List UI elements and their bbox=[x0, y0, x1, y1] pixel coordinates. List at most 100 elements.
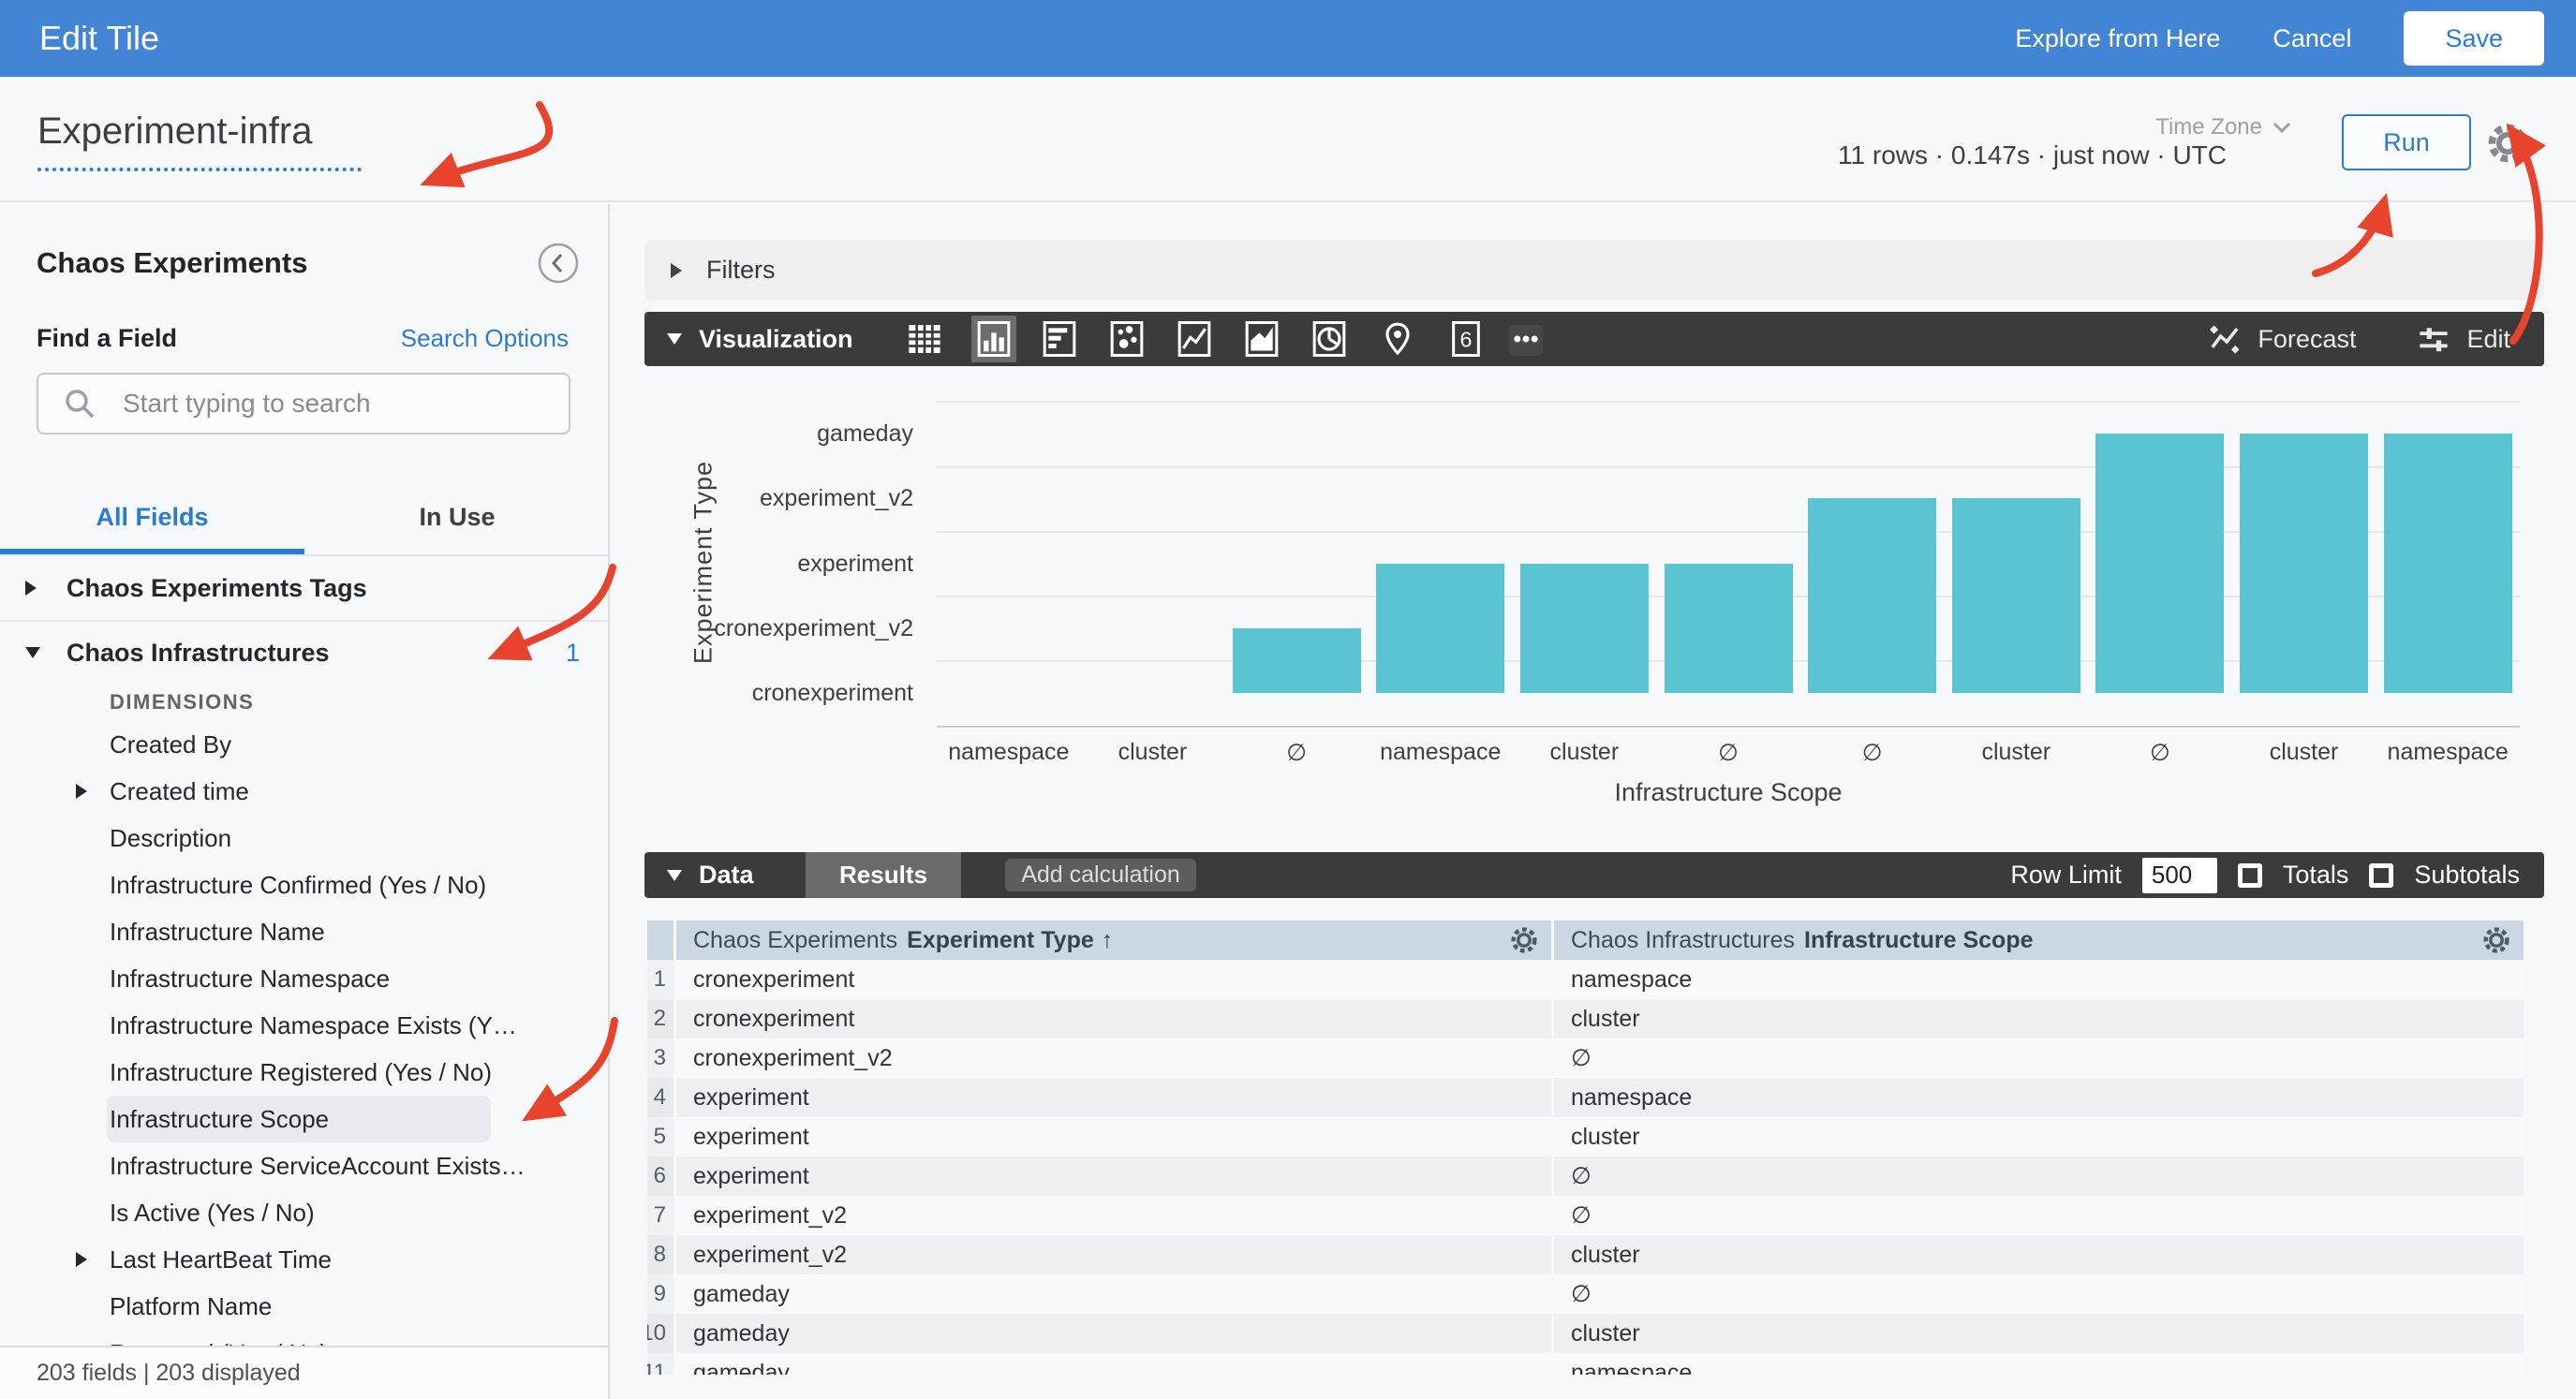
field-infrastructure-confirmed-yes-no[interactable]: Infrastructure Confirmed (Yes / No) bbox=[0, 861, 608, 908]
gear-icon[interactable] bbox=[1508, 924, 1540, 956]
edit-viz-button[interactable]: Edit bbox=[2416, 321, 2510, 357]
visualization-toggle[interactable]: Visualization bbox=[667, 312, 853, 366]
field-infrastructure-namespace[interactable]: Infrastructure Namespace bbox=[0, 955, 608, 1002]
data-toggle[interactable]: Data bbox=[667, 852, 754, 898]
bar[interactable] bbox=[1951, 498, 2080, 693]
cell-experiment-type[interactable]: experiment_v2 bbox=[676, 1235, 1551, 1274]
field-picker-sidebar: Chaos Experiments Find a Field Search Op… bbox=[0, 204, 610, 1399]
search-input[interactable] bbox=[121, 388, 524, 420]
row-limit-input[interactable] bbox=[2141, 857, 2217, 893]
bar[interactable] bbox=[1519, 563, 1649, 693]
column-chart-icon[interactable] bbox=[971, 316, 1016, 362]
row-number: 7 bbox=[647, 1196, 674, 1235]
bar[interactable] bbox=[1232, 627, 1361, 693]
line-chart-icon[interactable] bbox=[1172, 316, 1217, 362]
field-label: Created time bbox=[110, 776, 249, 805]
expand-right-icon[interactable] bbox=[25, 581, 37, 596]
cell-infrastructure-scope[interactable]: ∅ bbox=[1554, 1156, 2524, 1196]
results-tab[interactable]: Results bbox=[806, 852, 961, 898]
collapse-down-icon[interactable] bbox=[25, 647, 40, 658]
gear-icon[interactable] bbox=[2484, 120, 2531, 167]
forecast-button[interactable]: Forecast bbox=[2207, 321, 2356, 357]
field-infrastructure-serviceaccount-exists[interactable]: Infrastructure ServiceAccount Exists… bbox=[0, 1142, 608, 1189]
table-row: 9 gameday ∅ bbox=[647, 1274, 2524, 1314]
field-infrastructure-namespace-exists-y[interactable]: Infrastructure Namespace Exists (Y… bbox=[0, 1002, 608, 1049]
expand-right-icon[interactable] bbox=[76, 1252, 87, 1267]
field-chaos-experiments-tags[interactable]: Chaos Experiments Tags bbox=[0, 556, 608, 620]
map-chart-icon[interactable] bbox=[1375, 316, 1420, 362]
bar-chart-icon[interactable] bbox=[1037, 316, 1082, 362]
table-chart-icon[interactable] bbox=[902, 316, 947, 362]
cell-infrastructure-scope[interactable]: namespace bbox=[1554, 960, 2524, 999]
cell-infrastructure-scope[interactable]: cluster bbox=[1554, 999, 2524, 1038]
cell-experiment-type[interactable]: gameday bbox=[676, 1274, 1551, 1314]
field-created-time[interactable]: Created time bbox=[0, 768, 608, 815]
cell-experiment-type[interactable]: experiment bbox=[676, 1117, 1551, 1156]
area-chart-icon[interactable] bbox=[1239, 316, 1284, 362]
more-viz-icon[interactable] bbox=[1503, 316, 1548, 362]
tab-all-fields[interactable]: All Fields bbox=[96, 502, 209, 531]
edit-viz-label: Edit bbox=[2466, 324, 2510, 353]
table-body: 1 cronexperiment namespace 2 cronexperiment c… bbox=[647, 960, 2524, 1375]
explore-from-here-link[interactable]: Explore from Here bbox=[2015, 23, 2221, 52]
cell-infrastructure-scope[interactable]: ∅ bbox=[1554, 1274, 2524, 1314]
cell-infrastructure-scope[interactable]: ∅ bbox=[1554, 1038, 2524, 1078]
cell-infrastructure-scope[interactable]: cluster bbox=[1554, 1235, 2524, 1274]
table-row: 5 experiment cluster bbox=[647, 1117, 2524, 1156]
save-button[interactable]: Save bbox=[2404, 11, 2544, 66]
field-is-active-yes-no[interactable]: Is Active (Yes / No) bbox=[0, 1189, 608, 1236]
field-platform-name[interactable]: Platform Name bbox=[0, 1283, 608, 1330]
gear-icon[interactable] bbox=[2480, 924, 2512, 956]
cell-experiment-type[interactable]: experiment_v2 bbox=[676, 1196, 1551, 1235]
field-infrastructure-name[interactable]: Infrastructure Name bbox=[0, 908, 608, 955]
field-label: Infrastructure Namespace bbox=[110, 964, 391, 993]
field-search-box[interactable] bbox=[37, 373, 570, 434]
bar[interactable] bbox=[1808, 498, 1937, 693]
cell-experiment-type[interactable]: cronexperiment bbox=[676, 999, 1551, 1038]
add-calculation-button[interactable]: Add calculation bbox=[1005, 859, 1196, 891]
cell-infrastructure-scope[interactable]: namespace bbox=[1554, 1078, 2524, 1117]
cell-infrastructure-scope[interactable]: cluster bbox=[1554, 1314, 2524, 1353]
field-last-heartbeat-time[interactable]: Last HeartBeat Time bbox=[0, 1236, 608, 1283]
column-header-experiment-type[interactable]: Chaos Experiments Experiment Type ↑ bbox=[676, 920, 1551, 960]
search-icon bbox=[66, 390, 95, 419]
cell-experiment-type[interactable]: experiment bbox=[676, 1156, 1551, 1196]
bar[interactable] bbox=[1376, 563, 1505, 693]
field-label: Chaos Infrastructures bbox=[67, 638, 330, 667]
bar[interactable] bbox=[2240, 434, 2369, 693]
tab-in-use[interactable]: In Use bbox=[419, 502, 496, 531]
field-created-by[interactable]: Created By bbox=[0, 721, 608, 768]
cancel-button[interactable]: Cancel bbox=[2273, 23, 2352, 52]
search-options-link[interactable]: Search Options bbox=[400, 324, 569, 352]
bar[interactable] bbox=[2383, 434, 2512, 693]
field-removed-yes-no[interactable]: Removed (Yes / No) bbox=[0, 1330, 608, 1347]
bar[interactable] bbox=[1664, 563, 1793, 693]
bar[interactable] bbox=[2095, 434, 2225, 693]
filters-section-header[interactable]: Filters bbox=[644, 240, 2544, 301]
totals-checkbox[interactable] bbox=[2237, 862, 2262, 888]
field-infrastructure-scope[interactable]: Infrastructure Scope bbox=[0, 1096, 608, 1142]
column-header-infrastructure-scope[interactable]: Chaos Infrastructures Infrastructure Sco… bbox=[1554, 920, 2524, 960]
cell-infrastructure-scope[interactable]: namespace bbox=[1554, 1353, 2524, 1375]
timezone-selector[interactable]: Time Zone bbox=[2155, 114, 2292, 140]
cell-experiment-type[interactable]: experiment bbox=[676, 1078, 1551, 1117]
x-tick-label: namespace bbox=[2387, 739, 2509, 765]
cell-infrastructure-scope[interactable]: ∅ bbox=[1554, 1196, 2524, 1235]
field-list: Chaos Experiments Tags Chaos Infrastructu… bbox=[0, 556, 608, 1346]
single-value-icon[interactable]: 6 bbox=[1443, 316, 1488, 362]
run-button[interactable]: Run bbox=[2342, 114, 2471, 170]
cell-infrastructure-scope[interactable]: cluster bbox=[1554, 1117, 2524, 1156]
tile-name-input[interactable]: Experiment-infra bbox=[37, 110, 362, 171]
expand-right-icon[interactable] bbox=[76, 784, 87, 799]
field-description[interactable]: Description bbox=[0, 815, 608, 861]
scatter-chart-icon[interactable] bbox=[1104, 316, 1149, 362]
cell-experiment-type[interactable]: gameday bbox=[676, 1314, 1551, 1353]
cell-experiment-type[interactable]: cronexperiment bbox=[676, 960, 1551, 999]
field-chaos-infrastructures[interactable]: Chaos Infrastructures 1 bbox=[0, 620, 608, 684]
cell-experiment-type[interactable]: cronexperiment_v2 bbox=[676, 1038, 1551, 1078]
field-infrastructure-registered-yes-no[interactable]: Infrastructure Registered (Yes / No) bbox=[0, 1049, 608, 1096]
subtotals-checkbox[interactable] bbox=[2369, 862, 2394, 888]
collapse-panel-icon[interactable] bbox=[537, 242, 580, 285]
cell-experiment-type[interactable]: gameday bbox=[676, 1353, 1551, 1375]
pie-chart-icon[interactable] bbox=[1307, 316, 1352, 362]
